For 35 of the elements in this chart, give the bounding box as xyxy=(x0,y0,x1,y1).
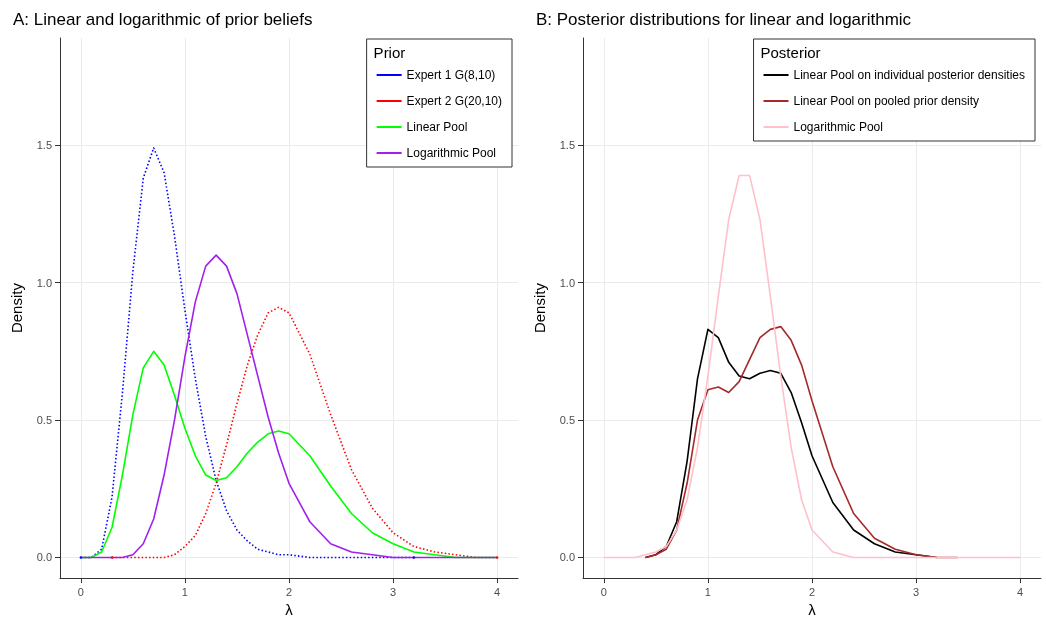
x-tick-label: 1 xyxy=(704,585,711,598)
y-tick-label: 1.0 xyxy=(36,276,52,289)
x-tick-label: 2 xyxy=(285,585,293,598)
x-tick-label: 4 xyxy=(1017,585,1024,598)
legend-label: Linear Pool on individual posterior densities xyxy=(793,68,1026,82)
chart-title: B: Posterior distributions for linear and logarithmic xyxy=(536,10,912,29)
y-tick-label: 1.5 xyxy=(559,139,575,152)
y-tick-label: 0.0 xyxy=(559,551,575,564)
x-tick-label: 4 xyxy=(494,585,501,598)
x-tick-label: 0 xyxy=(600,585,607,598)
x-tick-label: 3 xyxy=(390,585,397,598)
y-tick-label: 1.0 xyxy=(559,276,575,289)
legend-label: Expert 1 G(8,10) xyxy=(406,68,496,82)
y-tick-label: 1.5 xyxy=(36,139,52,152)
legend-label: Logarithmic Pool xyxy=(793,120,883,134)
x-tick-label: 2 xyxy=(808,585,816,598)
legend-label: Linear Pool xyxy=(406,120,468,134)
x-tick-label: 3 xyxy=(913,585,920,598)
x-axis-title: λ xyxy=(285,601,294,618)
y-tick-label: 0.0 xyxy=(36,551,52,564)
legend-label: Expert 2 G(20,10) xyxy=(406,94,503,108)
legend-title: Posterior xyxy=(760,44,821,61)
y-axis-title: Density xyxy=(8,282,25,334)
x-tick-label: 1 xyxy=(181,585,188,598)
y-tick-label: 0.5 xyxy=(559,414,575,427)
y-axis-title: Density xyxy=(531,282,548,334)
legend-title: Prior xyxy=(373,44,406,61)
line-series xyxy=(80,254,498,559)
legend-label: Linear Pool on pooled prior density xyxy=(793,94,979,108)
x-axis-title: λ xyxy=(808,601,817,618)
y-tick-label: 0.5 xyxy=(36,414,52,427)
chart-title: A: Linear and logarithmic of prior beliefs xyxy=(13,10,313,29)
x-tick-label: 0 xyxy=(77,585,84,598)
line-series xyxy=(603,174,1021,559)
legend-label: Logarithmic Pool xyxy=(406,146,497,160)
